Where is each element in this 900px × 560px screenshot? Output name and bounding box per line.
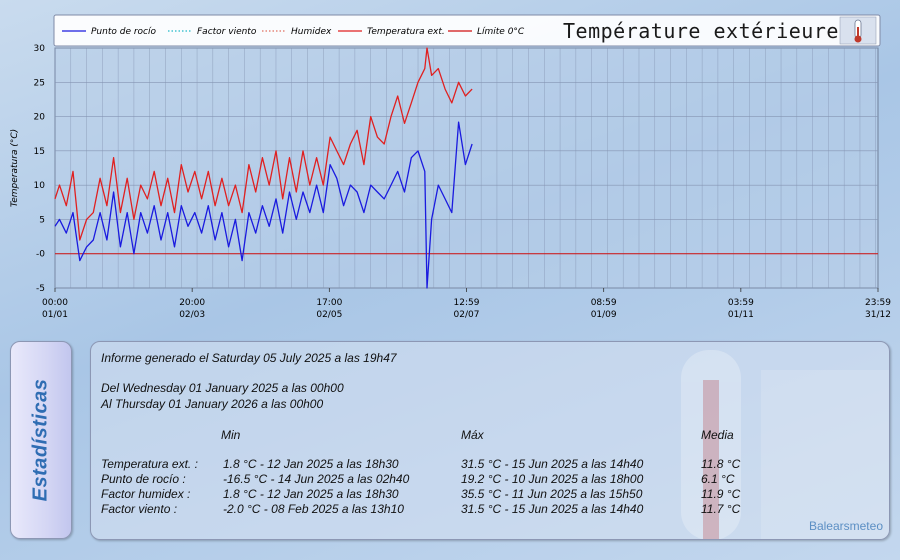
x-tick-date: 02/07 [454,310,480,320]
y-tick-label: 20 [34,113,46,123]
legend-item: Factor viento [168,27,257,37]
row-label: Factor viento : [101,502,178,516]
x-tick-date: 01/11 [728,310,754,320]
series-line [54,47,473,241]
brand-label: Balearsmeteo [808,519,883,533]
row-max: 31.5 °C - 15 Jun 2025 a las 14h40 [461,502,644,516]
grid [54,47,878,289]
x-tick-time: 20:00 [179,298,205,308]
legend: Punto de rocío Factor viento Humidex Temper… [62,27,525,37]
x-tick-date: 02/03 [179,310,205,320]
x-tick-time: 08:59 [591,298,617,308]
row-min: -16.5 °C - 14 Jun 2025 a las 02h40 [223,472,410,486]
y-tick-label: 5 [39,215,45,225]
y-tick-label: -0 [36,250,45,260]
series-punto-de-roc-o [54,121,473,289]
legend-label: Temperatura ext. [367,27,445,37]
statistics-tab[interactable]: Estadísticas [10,341,72,539]
y-tick-label: 15 [34,147,45,157]
legend-item: Humidex [262,27,332,37]
period-to-text: Al Thursday 01 January 2026 a las 00h00 [101,397,324,411]
row-mean: 11.7 °C [701,502,741,516]
y-axis: 30 25 20 15 10 5 -0 -5 [34,44,46,294]
y-tick-label: -5 [36,284,45,294]
series-line [54,121,473,289]
y-tick-label: 10 [34,181,46,191]
row-min: 1.8 °C - 12 Jan 2025 a las 18h30 [223,457,399,471]
report-generated-text: Informe generado el Saturday 05 July 202… [101,351,397,365]
statistics-tab-label: Estadísticas [29,378,52,502]
legend-item: Punto de rocío [62,27,156,37]
statistics-panel: Informe generado el Saturday 05 July 202… [90,341,890,540]
legend-label: Punto de rocío [91,27,156,37]
chart-title: Température extérieure [563,19,839,43]
thermometer-watermark-icon [681,350,889,539]
header-mean: Media [701,428,734,442]
row-max: 35.5 °C - 11 Jun 2025 a las 15h50 [461,487,643,501]
y-tick-label: 30 [34,44,46,54]
x-tick-date: 02/05 [316,310,342,320]
header-min: Min [221,428,241,442]
header-max: Máx [461,428,484,442]
temperature-chart: 30 25 20 15 10 5 -0 -5 00:00 01/01 20:00 02/03 17:0… [10,14,891,320]
x-tick-time: 03:59 [728,298,754,308]
y-tick-label: 25 [34,78,45,88]
row-mean: 11.9 °C [701,487,741,501]
row-label: Temperatura ext. : [101,457,198,471]
x-tick-time: 17:00 [316,298,342,308]
x-tick-date: 01/01 [42,310,68,320]
legend-label: Factor viento [197,27,257,37]
legend-label: Humidex [291,27,332,37]
x-tick-time: 12:59 [454,298,480,308]
x-tick-time: 23:59 [865,298,891,308]
x-tick-date: 31/12 [865,310,891,320]
row-mean: 6.1 °C [701,472,735,486]
row-max: 31.5 °C - 15 Jun 2025 a las 14h40 [461,457,644,471]
row-max: 19.2 °C - 10 Jun 2025 a las 18h00 [461,472,644,486]
x-axis: 00:00 01/01 20:00 02/03 17:00 02/05 12:59 02/07… [42,288,891,320]
legend-item: Temperatura ext. [338,27,445,37]
x-tick-date: 01/09 [591,310,617,320]
y-axis-label: Temperatura (°C) [10,129,20,207]
legend-label: Límite 0°C [477,27,525,37]
x-tick-time: 00:00 [42,298,68,308]
row-mean: 11.8 °C [701,457,741,471]
row-min: -2.0 °C - 08 Feb 2025 a las 13h10 [223,502,404,516]
series-layer [54,47,473,289]
row-label: Punto de rocío : [101,472,186,486]
series-temperatura-ext- [54,47,473,241]
plot-area [54,47,879,289]
legend-item: Límite 0°C [448,27,525,37]
period-from-text: Del Wednesday 01 January 2025 a las 00h0… [101,381,344,395]
thermometer-icon [839,16,877,45]
row-label: Factor humidex : [101,487,191,501]
row-min: 1.8 °C - 12 Jan 2025 a las 18h30 [223,487,399,501]
